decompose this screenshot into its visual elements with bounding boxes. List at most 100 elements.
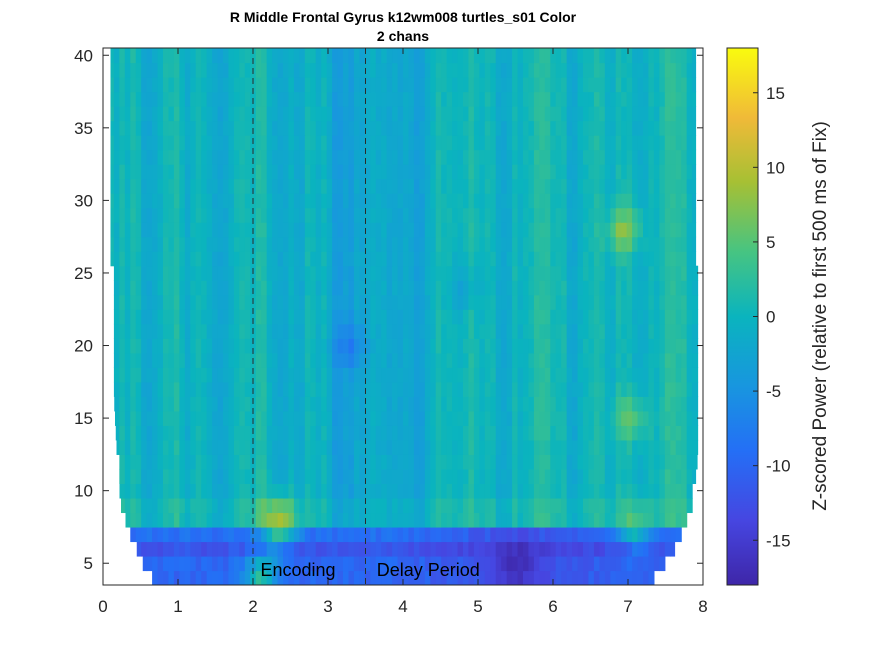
heatmap-cell xyxy=(228,483,235,499)
heatmap-cell xyxy=(604,48,611,64)
heatmap-cell xyxy=(501,48,508,64)
heatmap-cell xyxy=(446,135,453,151)
heatmap-cell xyxy=(495,236,502,252)
heatmap-cell xyxy=(359,468,366,484)
heatmap-cell xyxy=(157,367,164,383)
heatmap-cell xyxy=(239,468,246,484)
heatmap-cell xyxy=(163,207,170,223)
heatmap-cell xyxy=(692,207,697,223)
heatmap-cell xyxy=(632,207,639,223)
heatmap-cell xyxy=(119,367,126,383)
heatmap-cell xyxy=(217,338,224,354)
heatmap-cell xyxy=(501,294,508,310)
heatmap-cell xyxy=(212,77,219,93)
heatmap-cell xyxy=(604,222,611,238)
heatmap-cell xyxy=(255,512,262,528)
heatmap-cell xyxy=(632,149,639,165)
heatmap-cell xyxy=(424,541,431,557)
heatmap-cell xyxy=(233,555,240,572)
heatmap-cell xyxy=(184,338,191,354)
heatmap-cell xyxy=(490,352,497,368)
heatmap-cell xyxy=(250,178,257,194)
heatmap-cell xyxy=(555,207,562,223)
heatmap-cell xyxy=(359,512,366,528)
heatmap-cell xyxy=(572,483,579,499)
heatmap-cell xyxy=(212,222,219,238)
heatmap-cell xyxy=(670,483,677,499)
heatmap-cell xyxy=(664,338,671,354)
heatmap-cell xyxy=(566,120,573,136)
heatmap-cell xyxy=(473,120,480,136)
heatmap-cell xyxy=(266,570,273,585)
heatmap-cell xyxy=(261,62,268,78)
heatmap-cell xyxy=(599,48,606,64)
heatmap-cell xyxy=(637,570,644,585)
heatmap-cell xyxy=(212,425,219,441)
heatmap-cell xyxy=(304,541,311,557)
heatmap-cell xyxy=(212,381,219,397)
heatmap-cell xyxy=(441,280,448,296)
heatmap-cell xyxy=(190,439,197,455)
heatmap-cell xyxy=(468,454,475,470)
heatmap-cell xyxy=(523,91,530,107)
heatmap-cell xyxy=(141,251,148,267)
heatmap-cell xyxy=(484,135,491,151)
heatmap-cell xyxy=(326,309,333,325)
heatmap-cell xyxy=(332,251,339,267)
heatmap-cell xyxy=(424,294,431,310)
heatmap-cell xyxy=(664,512,671,528)
heatmap-cell xyxy=(179,135,186,151)
heatmap-cell xyxy=(288,381,295,397)
heatmap-cell xyxy=(577,193,584,209)
heatmap-cell xyxy=(621,352,628,368)
heatmap-cell xyxy=(299,236,306,252)
heatmap-cell xyxy=(495,265,502,281)
heatmap-cell xyxy=(473,62,480,78)
heatmap-cell xyxy=(692,425,699,441)
heatmap-cell xyxy=(577,555,584,572)
heatmap-cell xyxy=(146,91,153,107)
heatmap-cell xyxy=(244,120,251,136)
heatmap-cell xyxy=(228,410,235,426)
heatmap-cell xyxy=(512,149,519,165)
heatmap-cell xyxy=(457,439,464,455)
heatmap-cell xyxy=(468,570,475,585)
heatmap-cell xyxy=(206,541,213,557)
heatmap-cell xyxy=(610,48,617,64)
heatmap-cell xyxy=(163,454,170,470)
heatmap-cell xyxy=(653,381,660,397)
heatmap-cell xyxy=(293,91,300,107)
heatmap-cell xyxy=(233,207,240,223)
heatmap-cell xyxy=(364,497,371,514)
heatmap-cell xyxy=(343,367,350,383)
heatmap-cell xyxy=(479,338,486,354)
heatmap-cell xyxy=(359,236,366,252)
heatmap-cell xyxy=(681,135,688,151)
heatmap-cell xyxy=(555,77,562,93)
heatmap-cell xyxy=(632,236,639,252)
heatmap-cell xyxy=(179,48,186,64)
heatmap-cell xyxy=(610,193,617,209)
heatmap-cell xyxy=(326,367,333,383)
heatmap-cell xyxy=(473,178,480,194)
heatmap-cell xyxy=(152,425,159,441)
heatmap-cell xyxy=(643,483,650,499)
heatmap-cell xyxy=(648,468,655,484)
heatmap-cell xyxy=(637,48,644,64)
heatmap-cell xyxy=(441,236,448,252)
heatmap-cell xyxy=(484,91,491,107)
heatmap-cell xyxy=(266,120,273,136)
heatmap-cell xyxy=(304,396,311,412)
heatmap-cell xyxy=(375,541,382,557)
heatmap-cell xyxy=(572,222,579,238)
heatmap-cell xyxy=(403,135,410,151)
heatmap-cell xyxy=(506,135,513,151)
heatmap-cell xyxy=(659,309,666,325)
heatmap-cell xyxy=(310,526,317,543)
heatmap-cell xyxy=(566,164,573,180)
heatmap-cell xyxy=(588,454,595,470)
heatmap-cell xyxy=(195,526,202,543)
heatmap-cell xyxy=(424,367,431,383)
heatmap-cell xyxy=(173,425,180,441)
heatmap-cell xyxy=(244,555,251,572)
